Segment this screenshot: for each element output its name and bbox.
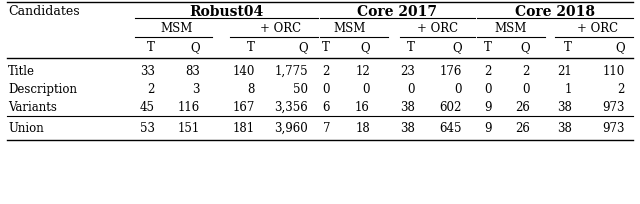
Text: 0: 0 — [323, 83, 330, 95]
Text: 23: 23 — [400, 65, 415, 78]
Text: 26: 26 — [515, 101, 530, 113]
Text: 116: 116 — [178, 101, 200, 113]
Text: MSM: MSM — [161, 22, 193, 35]
Text: 176: 176 — [440, 65, 462, 78]
Text: Title: Title — [8, 65, 35, 78]
Text: T: T — [407, 41, 415, 54]
Text: 2: 2 — [523, 65, 530, 78]
Text: 151: 151 — [178, 121, 200, 134]
Text: 602: 602 — [440, 101, 462, 113]
Text: 38: 38 — [400, 121, 415, 134]
Text: 3: 3 — [193, 83, 200, 95]
Text: 2: 2 — [323, 65, 330, 78]
Text: T: T — [147, 41, 155, 54]
Text: 0: 0 — [522, 83, 530, 95]
Text: T: T — [484, 41, 492, 54]
Text: 9: 9 — [484, 101, 492, 113]
Text: 0: 0 — [408, 83, 415, 95]
Text: 0: 0 — [454, 83, 462, 95]
Text: 38: 38 — [400, 101, 415, 113]
Text: 16: 16 — [355, 101, 370, 113]
Text: 12: 12 — [355, 65, 370, 78]
Text: 3,960: 3,960 — [275, 121, 308, 134]
Text: Q: Q — [298, 41, 308, 54]
Text: 110: 110 — [603, 65, 625, 78]
Text: 6: 6 — [323, 101, 330, 113]
Text: 1,775: 1,775 — [275, 65, 308, 78]
Text: Union: Union — [8, 121, 44, 134]
Text: Robust04: Robust04 — [189, 5, 263, 19]
Text: Q: Q — [452, 41, 462, 54]
Text: 3,356: 3,356 — [275, 101, 308, 113]
Text: Candidates: Candidates — [8, 5, 79, 18]
Text: + ORC: + ORC — [260, 22, 301, 35]
Text: 83: 83 — [185, 65, 200, 78]
Text: 53: 53 — [140, 121, 155, 134]
Text: Description: Description — [8, 83, 77, 95]
Text: Q: Q — [190, 41, 200, 54]
Text: 167: 167 — [232, 101, 255, 113]
Text: 645: 645 — [440, 121, 462, 134]
Text: Core 2018: Core 2018 — [515, 5, 595, 19]
Text: 21: 21 — [557, 65, 572, 78]
Text: Q: Q — [520, 41, 530, 54]
Text: 33: 33 — [140, 65, 155, 78]
Text: 50: 50 — [293, 83, 308, 95]
Text: 973: 973 — [602, 101, 625, 113]
Text: 38: 38 — [557, 101, 572, 113]
Text: 2: 2 — [484, 65, 492, 78]
Text: + ORC: + ORC — [577, 22, 619, 35]
Text: Core 2017: Core 2017 — [357, 5, 437, 19]
Text: 140: 140 — [232, 65, 255, 78]
Text: 18: 18 — [355, 121, 370, 134]
Text: 45: 45 — [140, 101, 155, 113]
Text: Q: Q — [616, 41, 625, 54]
Text: MSM: MSM — [495, 22, 527, 35]
Text: 973: 973 — [602, 121, 625, 134]
Text: 38: 38 — [557, 121, 572, 134]
Text: Q: Q — [360, 41, 370, 54]
Text: 2: 2 — [148, 83, 155, 95]
Text: 0: 0 — [362, 83, 370, 95]
Text: 8: 8 — [248, 83, 255, 95]
Text: Variants: Variants — [8, 101, 57, 113]
Text: T: T — [564, 41, 572, 54]
Text: + ORC: + ORC — [417, 22, 459, 35]
Text: 0: 0 — [484, 83, 492, 95]
Text: 26: 26 — [515, 121, 530, 134]
Text: 7: 7 — [323, 121, 330, 134]
Text: T: T — [322, 41, 330, 54]
Text: 1: 1 — [564, 83, 572, 95]
Text: 9: 9 — [484, 121, 492, 134]
Text: 181: 181 — [233, 121, 255, 134]
Text: T: T — [247, 41, 255, 54]
Text: MSM: MSM — [334, 22, 366, 35]
Text: 2: 2 — [618, 83, 625, 95]
